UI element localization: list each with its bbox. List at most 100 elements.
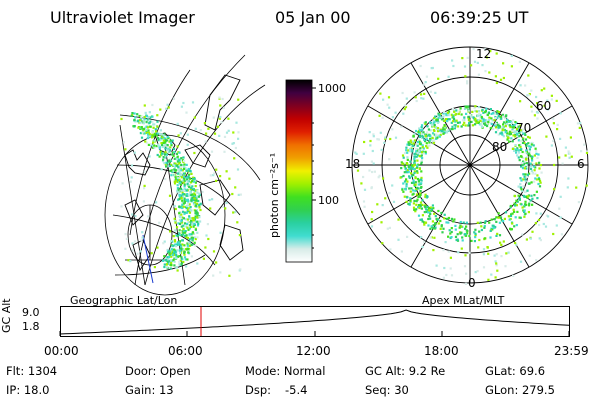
emission-pixel bbox=[402, 174, 405, 178]
polar-emission-pixels bbox=[354, 47, 589, 285]
emission-pixel bbox=[142, 127, 146, 131]
emission-pixel bbox=[179, 132, 182, 135]
emission-pixel bbox=[156, 246, 159, 249]
emission-pixel bbox=[466, 80, 469, 83]
emission-pixel bbox=[435, 127, 438, 130]
emission-pixel bbox=[538, 185, 542, 188]
emission-pixel bbox=[482, 119, 485, 122]
emission-pixel bbox=[528, 151, 531, 154]
emission-pixel bbox=[407, 202, 410, 205]
emission-pixel bbox=[436, 218, 439, 221]
emission-pixel bbox=[131, 112, 134, 115]
emission-pixel bbox=[479, 221, 482, 224]
emission-pixel bbox=[503, 217, 506, 220]
emission-pixel bbox=[442, 276, 445, 279]
emission-pixel bbox=[424, 135, 427, 138]
emission-pixel bbox=[169, 146, 172, 149]
emission-pixel bbox=[204, 140, 207, 143]
emission-pixel bbox=[544, 225, 548, 228]
emission-pixel bbox=[479, 119, 482, 122]
emission-pixel bbox=[497, 124, 501, 127]
emission-pixel bbox=[426, 205, 429, 208]
emission-pixel bbox=[520, 188, 523, 191]
emission-pixel bbox=[530, 89, 533, 92]
emission-pixel bbox=[171, 139, 174, 142]
emission-pixel bbox=[216, 125, 219, 128]
emission-pixel bbox=[497, 126, 500, 129]
emission-pixel bbox=[519, 155, 523, 158]
emission-pixel bbox=[442, 131, 445, 134]
emission-pixel bbox=[176, 184, 179, 187]
emission-pixel bbox=[424, 193, 427, 196]
emission-pixel bbox=[187, 176, 190, 179]
emission-pixel bbox=[465, 225, 468, 228]
emission-pixel bbox=[188, 185, 191, 188]
emission-pixel bbox=[449, 256, 452, 259]
emission-pixel bbox=[182, 195, 185, 198]
emission-pixel bbox=[500, 131, 503, 134]
emission-pixel bbox=[412, 168, 415, 171]
emission-pixel bbox=[404, 167, 407, 170]
emission-pixel bbox=[530, 194, 533, 197]
emission-pixel bbox=[143, 170, 146, 173]
emission-pixel bbox=[536, 197, 539, 200]
emission-pixel bbox=[478, 114, 481, 117]
emission-pixel bbox=[428, 215, 431, 218]
emission-pixel bbox=[462, 123, 465, 126]
emission-pixel bbox=[163, 162, 166, 165]
emission-pixel bbox=[482, 111, 485, 114]
emission-pixel bbox=[436, 130, 440, 133]
emission-pixel bbox=[360, 182, 363, 185]
emission-pixel bbox=[173, 182, 177, 185]
emission-pixel bbox=[181, 200, 184, 204]
emission-pixel bbox=[182, 261, 185, 264]
emission-pixel bbox=[171, 253, 174, 256]
emission-pixel bbox=[199, 208, 202, 212]
emission-pixel bbox=[583, 143, 586, 146]
emission-pixel bbox=[188, 215, 191, 218]
emission-pixel bbox=[502, 123, 505, 126]
emission-pixel bbox=[134, 215, 137, 218]
emission-pixel bbox=[556, 128, 559, 131]
emission-pixel bbox=[480, 124, 483, 127]
emission-pixel bbox=[513, 149, 516, 152]
emission-pixel bbox=[500, 117, 503, 120]
emission-pixel bbox=[170, 249, 173, 252]
emission-pixel bbox=[171, 250, 174, 253]
emission-pixel bbox=[130, 114, 133, 117]
emission-pixel bbox=[564, 154, 567, 157]
emission-pixel bbox=[165, 263, 169, 266]
emission-pixel bbox=[494, 126, 498, 129]
emission-pixel bbox=[151, 115, 154, 118]
emission-pixel bbox=[515, 122, 518, 125]
geographic-latitude: GLat: 69.6 bbox=[485, 364, 546, 378]
emission-pixel bbox=[403, 151, 407, 155]
emission-pixel bbox=[533, 114, 536, 117]
emission-pixel bbox=[179, 172, 182, 175]
emission-pixel bbox=[189, 225, 192, 229]
emission-pixel bbox=[183, 193, 186, 196]
emission-pixel bbox=[436, 121, 440, 124]
emission-pixel bbox=[189, 177, 192, 180]
emission-pixel bbox=[421, 199, 424, 202]
emission-pixel bbox=[389, 137, 392, 141]
emission-pixel bbox=[425, 138, 428, 141]
emission-pixel bbox=[368, 169, 371, 172]
emission-pixel bbox=[183, 185, 186, 188]
emission-pixel bbox=[463, 121, 466, 124]
emission-pixel bbox=[391, 128, 394, 131]
emission-pixel bbox=[176, 180, 179, 183]
emission-pixel bbox=[546, 108, 549, 111]
emission-pixel bbox=[516, 132, 519, 135]
emission-pixel bbox=[514, 144, 517, 147]
emission-pixel bbox=[527, 152, 530, 155]
emission-pixel bbox=[523, 210, 526, 213]
emission-pixel bbox=[483, 221, 487, 224]
emission-pixel bbox=[153, 144, 156, 147]
emission-pixel bbox=[502, 219, 505, 222]
emission-pixel bbox=[181, 216, 184, 219]
emission-pixel bbox=[407, 164, 410, 167]
emission-pixel bbox=[452, 115, 455, 118]
emission-pixel bbox=[173, 260, 176, 263]
emission-pixel bbox=[525, 203, 528, 206]
